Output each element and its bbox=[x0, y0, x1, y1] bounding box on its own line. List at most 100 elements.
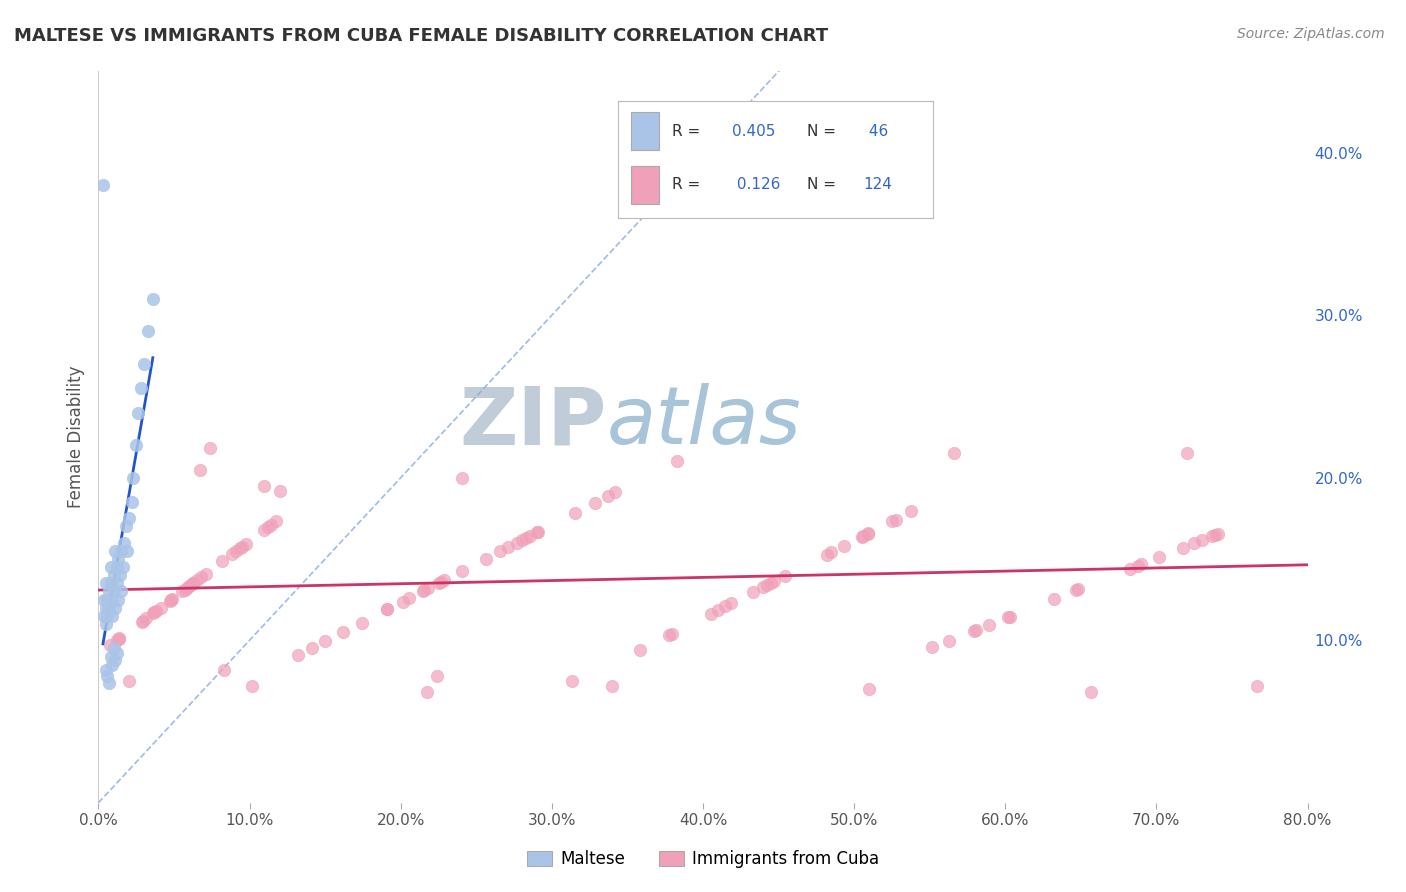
Point bbox=[963, 624, 986, 638]
Point bbox=[110, 544, 132, 558]
Point bbox=[832, 539, 855, 553]
Point bbox=[94, 576, 117, 591]
Point bbox=[561, 673, 583, 688]
Point bbox=[506, 535, 529, 549]
Point bbox=[1246, 679, 1268, 693]
Point bbox=[132, 614, 155, 628]
Point bbox=[852, 529, 875, 543]
Point bbox=[107, 592, 129, 607]
Point bbox=[121, 495, 143, 509]
Point bbox=[965, 623, 987, 637]
Point bbox=[107, 632, 129, 646]
Point bbox=[105, 560, 128, 574]
Point bbox=[433, 573, 456, 587]
Point bbox=[142, 292, 165, 306]
Point bbox=[111, 560, 134, 574]
Point bbox=[938, 633, 960, 648]
Point bbox=[1130, 558, 1153, 572]
Point bbox=[301, 641, 323, 656]
Point bbox=[398, 591, 420, 606]
Point bbox=[977, 618, 1000, 632]
Point bbox=[94, 663, 117, 677]
Point bbox=[125, 438, 148, 452]
Legend: Maltese, Immigrants from Cuba: Maltese, Immigrants from Cuba bbox=[520, 844, 886, 875]
Point bbox=[451, 471, 474, 485]
Point bbox=[181, 576, 204, 591]
Point bbox=[1201, 529, 1223, 543]
Point bbox=[211, 554, 233, 568]
Point bbox=[921, 640, 943, 655]
Point bbox=[101, 592, 124, 607]
Text: atlas: atlas bbox=[606, 384, 801, 461]
Point bbox=[105, 576, 128, 591]
Point bbox=[212, 663, 235, 677]
Point bbox=[752, 580, 775, 594]
Point bbox=[96, 592, 118, 607]
Point bbox=[190, 570, 212, 584]
Point bbox=[131, 615, 153, 629]
Point bbox=[112, 535, 135, 549]
Point bbox=[375, 602, 398, 616]
Text: Source: ZipAtlas.com: Source: ZipAtlas.com bbox=[1237, 27, 1385, 41]
Point bbox=[186, 574, 208, 588]
Point bbox=[287, 648, 309, 662]
Point bbox=[104, 544, 127, 558]
Point bbox=[260, 517, 283, 532]
Point bbox=[142, 607, 165, 621]
Point bbox=[177, 579, 200, 593]
Point bbox=[200, 442, 222, 456]
Point bbox=[127, 406, 149, 420]
Point bbox=[1067, 582, 1090, 597]
Point bbox=[159, 594, 181, 608]
Point bbox=[103, 568, 125, 582]
Point bbox=[103, 584, 125, 599]
Point bbox=[240, 679, 263, 693]
Point bbox=[884, 512, 907, 526]
Point bbox=[145, 604, 167, 618]
Point bbox=[94, 617, 117, 632]
Point bbox=[856, 526, 879, 541]
Point bbox=[129, 381, 152, 395]
Point bbox=[1175, 446, 1198, 460]
Point bbox=[605, 485, 627, 500]
Point bbox=[93, 592, 115, 607]
Point bbox=[429, 575, 451, 590]
Point bbox=[498, 540, 520, 554]
Point bbox=[1171, 541, 1194, 555]
Point bbox=[122, 471, 145, 485]
Point bbox=[91, 178, 114, 193]
Point bbox=[105, 646, 128, 660]
Point bbox=[1064, 583, 1087, 598]
Point bbox=[1191, 533, 1213, 548]
Point bbox=[489, 544, 512, 558]
Point bbox=[820, 545, 842, 559]
Point bbox=[231, 540, 253, 554]
Point bbox=[136, 325, 159, 339]
Point bbox=[628, 643, 651, 657]
Point bbox=[104, 600, 127, 615]
Text: MALTESE VS IMMIGRANTS FROM CUBA FEMALE DISABILITY CORRELATION CHART: MALTESE VS IMMIGRANTS FROM CUBA FEMALE D… bbox=[14, 27, 828, 45]
Point bbox=[761, 576, 783, 591]
Point bbox=[135, 611, 157, 625]
Point bbox=[101, 657, 124, 672]
Point bbox=[1204, 528, 1226, 542]
Point bbox=[526, 525, 548, 540]
Point bbox=[375, 602, 398, 616]
Point bbox=[107, 632, 129, 647]
Point bbox=[176, 581, 198, 595]
Point bbox=[429, 574, 451, 589]
Point bbox=[269, 483, 291, 498]
Point bbox=[194, 566, 217, 581]
Point bbox=[714, 599, 737, 614]
Point bbox=[600, 679, 623, 693]
Point bbox=[1080, 685, 1102, 699]
Point bbox=[118, 673, 141, 688]
Point bbox=[107, 552, 129, 566]
Point bbox=[149, 600, 172, 615]
Point bbox=[160, 591, 183, 606]
Point bbox=[104, 653, 127, 667]
Point bbox=[564, 506, 586, 520]
Point bbox=[1118, 562, 1140, 576]
Point bbox=[98, 638, 121, 652]
Point bbox=[851, 530, 873, 544]
